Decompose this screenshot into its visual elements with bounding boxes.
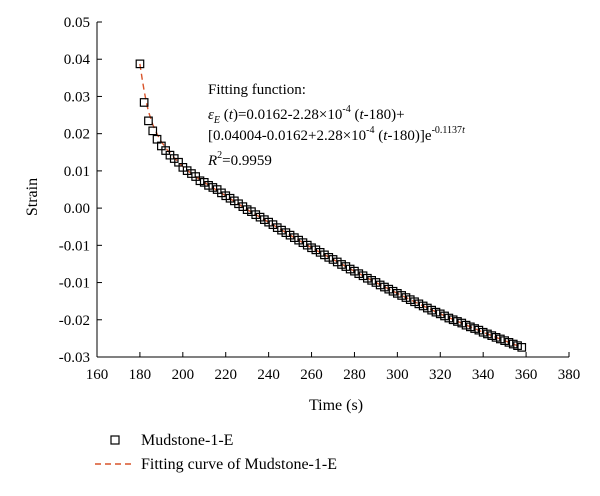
- x-tick-label: 280: [343, 367, 366, 383]
- x-tick-label: 160: [86, 367, 109, 383]
- y-tick-label: 0.00: [64, 201, 90, 217]
- data-point-marker: [144, 116, 153, 126]
- legend-square-marker-icon: [110, 435, 120, 445]
- x-tick-label: 360: [515, 367, 538, 383]
- y-tick-label: 0.01: [64, 164, 90, 180]
- fitting-curve-line: [139, 63, 523, 349]
- data-markers-layer: [135, 59, 527, 352]
- x-tick-label: 380: [558, 367, 581, 383]
- annotation-superscript: -4: [366, 125, 374, 136]
- annotation-line-2: εE (t)=0.0162-2.28×10-4 (t-180)+: [208, 104, 405, 126]
- annotation-line-3: [0.04004-0.0162+2.28×10-4 (t-180)]e-0.11…: [208, 125, 465, 144]
- annotation-superscript: 2: [217, 150, 222, 161]
- annotation-text: )=0.0162-2.28×10: [233, 107, 342, 123]
- legend-item-curve: Fitting curve of Mudstone-1-E: [95, 456, 337, 473]
- x-tick-label: 220: [214, 367, 237, 383]
- x-tick-label: 320: [429, 367, 452, 383]
- fitting-curve-layer: [139, 63, 523, 349]
- ticks: 160 180 200 220 240 260 280 300 320 340 360 380 0.05…: [59, 15, 581, 383]
- annotation-line-4: R2=0.9959: [207, 150, 272, 169]
- y-tick-label: 0.03: [64, 89, 90, 105]
- annotation-text: (: [375, 128, 384, 144]
- r-squared-value: =0.9959: [222, 153, 272, 169]
- annotation-variable: t: [229, 107, 234, 123]
- y-tick-label: -0.01: [59, 276, 90, 292]
- x-tick-label: 260: [300, 367, 323, 383]
- y-tick-label: 0.05: [64, 15, 90, 31]
- y-axis-label: Strain: [24, 178, 41, 216]
- annotation-text: (: [220, 107, 229, 123]
- legend-label-markers: Mudstone-1-E: [141, 432, 233, 449]
- x-axis-label: Time (s): [309, 397, 363, 414]
- y-tick-label: -0.02: [59, 313, 90, 329]
- y-tick-label: 0.04: [64, 52, 91, 68]
- x-tick-label: 240: [257, 367, 280, 383]
- annotation-text: -180)]e: [387, 128, 431, 144]
- axes: [96, 22, 569, 358]
- annotation-variable: t: [383, 128, 388, 144]
- annotation-variable: t: [359, 107, 364, 123]
- x-tick-label: 340: [472, 367, 495, 383]
- data-point-marker: [148, 126, 158, 136]
- y-tick-label: -0.01: [59, 238, 90, 254]
- annotation-text: -180)+: [364, 107, 405, 123]
- r-squared-symbol: R: [207, 153, 217, 169]
- annotation-text: (: [351, 107, 360, 123]
- epsilon-subscript: E: [213, 115, 220, 126]
- annotation-line-1: Fitting function:: [208, 82, 306, 98]
- data-point-marker: [135, 59, 145, 69]
- legend-label-curve: Fitting curve of Mudstone-1-E: [141, 456, 337, 473]
- data-point-marker: [517, 343, 527, 352]
- x-tick-label: 300: [386, 367, 409, 383]
- epsilon-symbol: ε: [208, 107, 214, 123]
- annotation-superscript: -0.1137: [432, 125, 462, 136]
- y-tick-label: -0.03: [59, 350, 90, 366]
- legend: Mudstone-1-E Fitting curve of Mudstone-1…: [95, 432, 337, 473]
- y-tick-label: 0.02: [64, 127, 90, 143]
- annotation-text: [0.04004-0.0162+2.28×10: [208, 128, 366, 144]
- fitting-function-annotation: Fitting function: εE (t)=0.0162-2.28×10-…: [207, 82, 465, 169]
- x-tick-label: 200: [172, 367, 195, 383]
- annotation-superscript: -4: [342, 104, 350, 115]
- legend-item-markers: Mudstone-1-E: [110, 432, 233, 449]
- x-tick-label: 180: [129, 367, 152, 383]
- annotation-superscript-variable: t: [462, 125, 465, 136]
- data-point-marker: [139, 98, 149, 107]
